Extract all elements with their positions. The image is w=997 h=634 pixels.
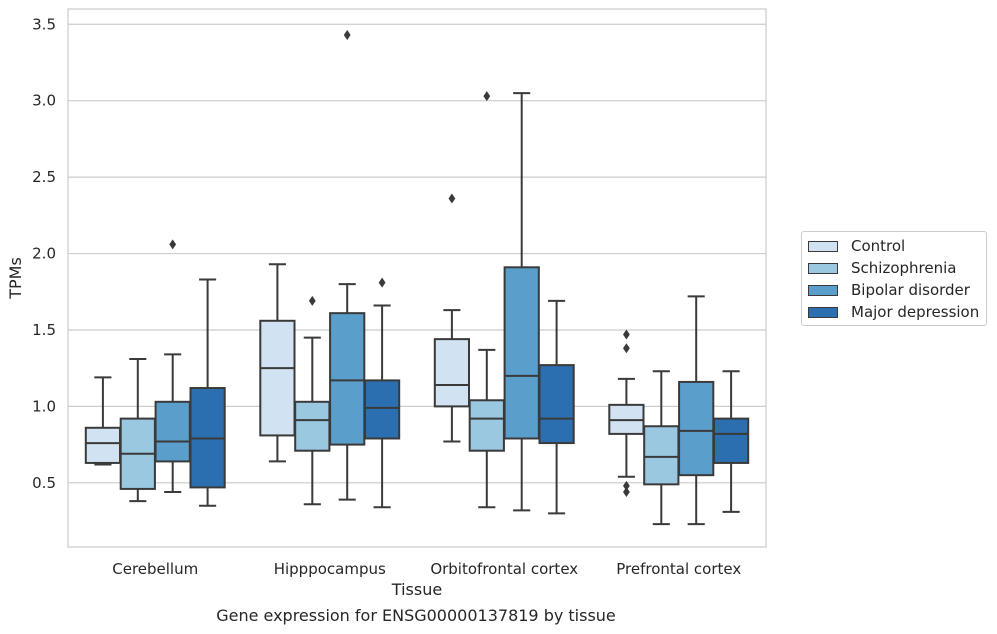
outlier-point [623, 329, 630, 340]
outlier-point [623, 486, 630, 497]
legend-item-bipolar-disorder: Bipolar disorder [808, 280, 970, 300]
box-iqr [84, 426, 122, 464]
outlier-point [623, 343, 630, 354]
box-iqr [329, 312, 366, 446]
box-major-depression [538, 299, 575, 515]
box-schizophrenia [643, 370, 680, 526]
y-tick-label: 0.5 [32, 474, 56, 492]
box-major-depression [189, 278, 226, 507]
x-tick-label: Cerebellum [112, 560, 198, 578]
box-iqr [643, 425, 680, 486]
box-control [84, 376, 122, 466]
y-tick-label: 1.5 [32, 321, 56, 339]
box-bipolar-disorder [329, 29, 366, 501]
box-control [259, 263, 296, 463]
x-tick-labels: Cerebellum Hipppocampus Orbitofrontal cort… [112, 560, 741, 578]
box-iqr [468, 399, 505, 452]
box-iqr [678, 380, 715, 477]
legend-label-schizophrenia: Schizophrenia [851, 259, 957, 277]
legend-item-schizophrenia: Schizophrenia [808, 258, 956, 278]
legend-swatch-bipolar-disorder [808, 284, 838, 296]
box-major-depression [363, 277, 401, 509]
box-iqr [259, 319, 296, 437]
boxes-group [84, 29, 750, 526]
legend-label-major-depression: Major depression [851, 303, 980, 321]
x-tick-label: Prefrontal cortex [616, 560, 741, 578]
y-tick-label: 3.5 [32, 15, 56, 33]
legend: Control Schizophrenia Bipolar disorder M… [801, 231, 987, 326]
legend-swatch-major-depression [808, 306, 838, 318]
y-tick-label: 2.5 [32, 168, 56, 186]
outlier-point [483, 91, 491, 102]
box-iqr [363, 379, 401, 440]
box-iqr [154, 400, 191, 463]
box-iqr [433, 338, 471, 408]
outlier-point [343, 29, 351, 40]
y-tick-label: 1.0 [32, 397, 56, 415]
box-iqr [712, 417, 750, 464]
y-tick-label: 3.0 [32, 92, 56, 110]
box-iqr [294, 400, 331, 452]
outlier-point [308, 295, 316, 306]
legend-item-major-depression: Major depression [808, 302, 979, 322]
x-axis-label: Tissue [391, 580, 442, 599]
legend-label-control: Control [851, 237, 906, 255]
chart-caption: Gene expression for ENSG00000137819 by t… [216, 606, 616, 625]
legend-swatch-schizophrenia [808, 262, 838, 274]
legend-label-bipolar-disorder: Bipolar disorder [851, 281, 970, 299]
box-bipolar-disorder [503, 92, 540, 512]
outlier-point [448, 193, 456, 204]
outlier-point [378, 277, 386, 288]
box-control [608, 329, 645, 497]
box-schizophrenia [119, 358, 156, 503]
legend-swatch-control [808, 240, 838, 252]
y-tick-label: 2.0 [32, 245, 56, 263]
y-axis-label: TPMs [6, 257, 25, 300]
box-iqr [503, 266, 540, 440]
legend-item-control: Control [808, 236, 905, 256]
box-control [433, 193, 471, 443]
box-bipolar-disorder [678, 295, 715, 526]
outlier-point [623, 480, 630, 491]
x-tick-label: Hipppocampus [274, 560, 386, 578]
y-tick-labels: 0.5 1.0 1.5 2.0 2.5 3.0 3.5 [32, 15, 56, 492]
x-tick-label: Orbitofrontal cortex [430, 560, 578, 578]
outlier-point [169, 239, 177, 250]
box-major-depression [712, 370, 750, 513]
box-iqr [538, 364, 575, 445]
